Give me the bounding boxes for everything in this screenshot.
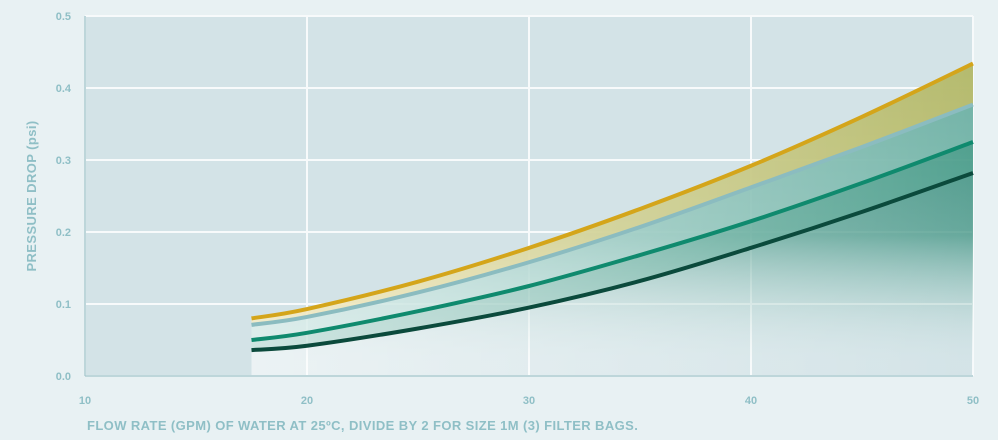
axes — [84, 16, 973, 377]
x-tick-label: 10 — [79, 395, 91, 407]
y-tick-label: 0.4 — [56, 83, 72, 95]
x-tick-label: 50 — [967, 395, 979, 407]
x-axis-title: FLOW RATE (GPM) OF WATER AT 25ºC, DIVIDE… — [87, 418, 638, 433]
tick-labels: 10 20 30 40 50 0.0 0.1 0.2 0.3 0.4 0.5 — [56, 11, 979, 407]
y-tick-label: 0.5 — [56, 11, 71, 23]
series-line — [251, 171, 974, 353]
x-tick-label: 30 — [523, 395, 535, 407]
series-line — [251, 140, 974, 342]
series-line — [251, 102, 974, 327]
y-tick-label: 0.0 — [56, 371, 71, 383]
y-tick-label: 0.1 — [56, 299, 71, 311]
y-axis-title: PRESSURE DROP (psi) — [24, 120, 39, 271]
y-tick-label: 0.3 — [56, 155, 71, 167]
series-line — [251, 61, 974, 321]
x-tick-label: 40 — [745, 395, 757, 407]
x-tick-label: 20 — [301, 395, 313, 407]
y-tick-label: 0.2 — [56, 227, 71, 239]
series-lines — [251, 61, 974, 353]
